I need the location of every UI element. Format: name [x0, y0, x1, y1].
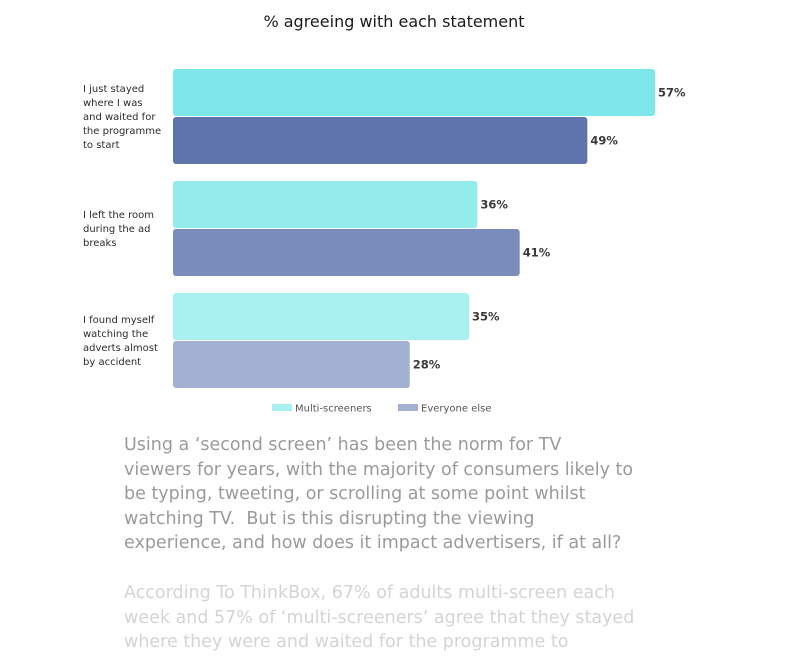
- value-label-multi-screeners-3: 35%: [472, 310, 500, 324]
- chart-title: % agreeing with each statement: [263, 12, 525, 31]
- bar-chart: 57% 49% I just stayed where I was and waited…: [83, 69, 686, 415]
- article-line: Using a ‘second screen’ has been the nor…: [124, 435, 562, 455]
- article-paragraph-1: Using a ‘second screen’ has been the nor…: [124, 433, 684, 556]
- legend-swatch-multi-screeners: [272, 404, 292, 411]
- legend-label-multi-screeners: Multi-screeners: [295, 404, 372, 415]
- article-line: be typing, tweeting, or scrolling at som…: [124, 484, 586, 504]
- bar-everyone-else-2: [173, 229, 520, 276]
- article-line: experience, and how does it impact adver…: [124, 533, 622, 553]
- bar-multi-screeners-1: [173, 69, 655, 116]
- bar-everyone-else-3: [173, 341, 410, 388]
- article-line: viewers for years, with the majority of …: [124, 459, 634, 480]
- legend-label-everyone-else: Everyone else: [421, 404, 492, 415]
- category-label-2: I left the room during the ad breaks: [83, 210, 154, 249]
- article-paragraph-2: According To ThinkBox, 67% of adults mul…: [124, 581, 684, 655]
- bar-everyone-else-1: [173, 117, 588, 164]
- value-label-everyone-else-2: 41%: [523, 246, 551, 260]
- article-line: week and 57% of ‘multi-screeners’ agree …: [124, 607, 635, 628]
- value-label-multi-screeners-2: 36%: [480, 198, 508, 212]
- category-label-1: I just stayed where I was and waited for th…: [83, 84, 161, 151]
- bar-multi-screeners-2: [173, 181, 478, 228]
- value-label-everyone-else-1: 49%: [590, 134, 618, 148]
- article-line: According To ThinkBox, 67% of adults mul…: [124, 583, 615, 603]
- article-line: where they were and waited for the progr…: [124, 632, 569, 652]
- value-label-multi-screeners-1: 57%: [658, 86, 686, 100]
- article-line: watching TV. But is this disrupting the …: [124, 508, 535, 529]
- legend-swatch-everyone-else: [398, 404, 418, 411]
- category-label-3: I found myself watching the adverts almost…: [83, 315, 158, 368]
- value-label-everyone-else-3: 28%: [413, 358, 441, 372]
- bar-multi-screeners-3: [173, 293, 469, 340]
